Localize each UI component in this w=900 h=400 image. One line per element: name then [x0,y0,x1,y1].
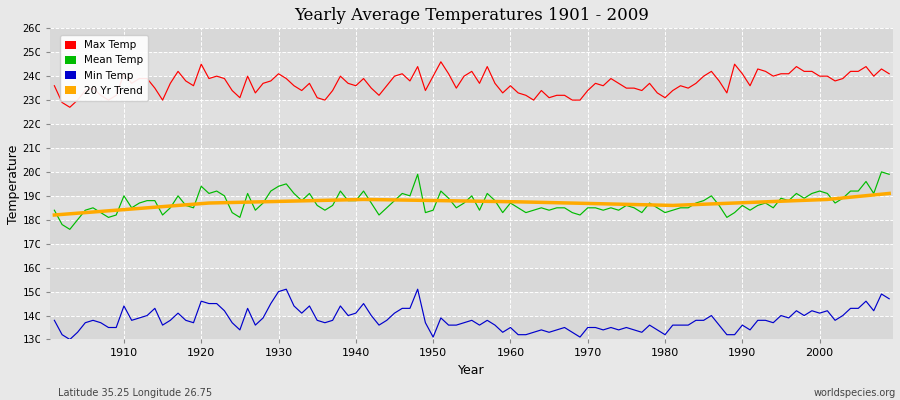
Bar [50,172,893,196]
Bar [50,316,893,340]
Bar [50,28,893,52]
Bar [50,148,893,172]
Bar [50,52,893,76]
Bar [50,268,893,292]
Bar [50,196,893,220]
Bar [50,124,893,148]
Bar [50,244,893,268]
Text: Latitude 35.25 Longitude 26.75: Latitude 35.25 Longitude 26.75 [58,388,212,398]
Bar [50,220,893,244]
X-axis label: Year: Year [458,364,485,377]
Title: Yearly Average Temperatures 1901 - 2009: Yearly Average Temperatures 1901 - 2009 [294,7,649,24]
Bar [50,100,893,124]
Bar [50,292,893,316]
Y-axis label: Temperature: Temperature [7,144,20,224]
Bar [50,76,893,100]
Legend: Max Temp, Mean Temp, Min Temp, 20 Yr Trend: Max Temp, Mean Temp, Min Temp, 20 Yr Tre… [60,35,148,101]
Text: worldspecies.org: worldspecies.org [814,388,896,398]
